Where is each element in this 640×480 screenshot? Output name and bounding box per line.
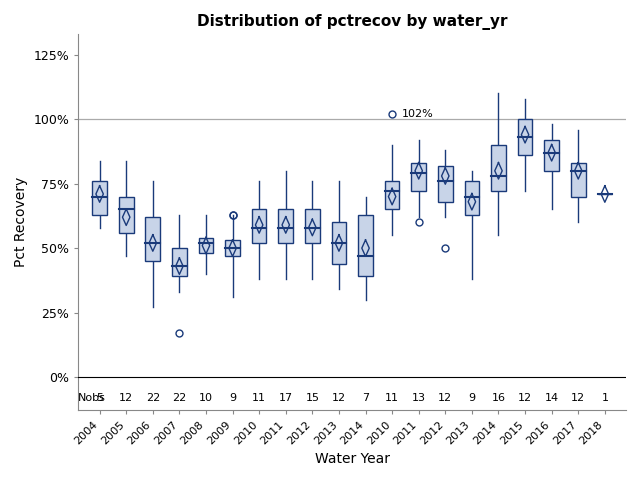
Bar (172, 248, 187, 276)
Bar (518, 119, 532, 156)
X-axis label: Water Year: Water Year (315, 452, 390, 466)
Bar (278, 209, 293, 243)
Text: 12: 12 (119, 393, 133, 403)
Text: 9: 9 (468, 393, 476, 403)
Text: 10: 10 (199, 393, 213, 403)
Text: 22: 22 (172, 393, 186, 403)
Y-axis label: Pct Recovery: Pct Recovery (14, 177, 28, 267)
Text: 22: 22 (146, 393, 160, 403)
Text: 11: 11 (252, 393, 266, 403)
Text: 7: 7 (362, 393, 369, 403)
Bar (412, 163, 426, 192)
Bar (305, 209, 319, 243)
Text: 5: 5 (96, 393, 103, 403)
Text: 11: 11 (385, 393, 399, 403)
Text: 12: 12 (571, 393, 586, 403)
Text: 1: 1 (602, 393, 609, 403)
Bar (252, 209, 266, 243)
Text: 14: 14 (545, 393, 559, 403)
Text: 13: 13 (412, 393, 426, 403)
Bar (119, 197, 134, 233)
Text: Nobs: Nobs (78, 393, 106, 403)
Bar (92, 181, 107, 215)
Bar (385, 181, 399, 209)
Bar (225, 240, 240, 256)
Bar (545, 140, 559, 171)
Text: 12: 12 (518, 393, 532, 403)
Text: 17: 17 (278, 393, 293, 403)
Bar (438, 166, 452, 202)
Text: 16: 16 (492, 393, 506, 403)
Title: Distribution of pctrecov by water_yr: Distribution of pctrecov by water_yr (197, 14, 508, 30)
Bar (198, 238, 213, 253)
Text: 12: 12 (438, 393, 452, 403)
Bar (571, 163, 586, 197)
Bar (332, 222, 346, 264)
Text: 12: 12 (332, 393, 346, 403)
Text: 15: 15 (305, 393, 319, 403)
Bar (358, 215, 373, 276)
Bar (465, 181, 479, 215)
Text: 102%: 102% (401, 109, 433, 119)
Text: 9: 9 (229, 393, 236, 403)
Bar (145, 217, 160, 261)
Bar (491, 145, 506, 192)
